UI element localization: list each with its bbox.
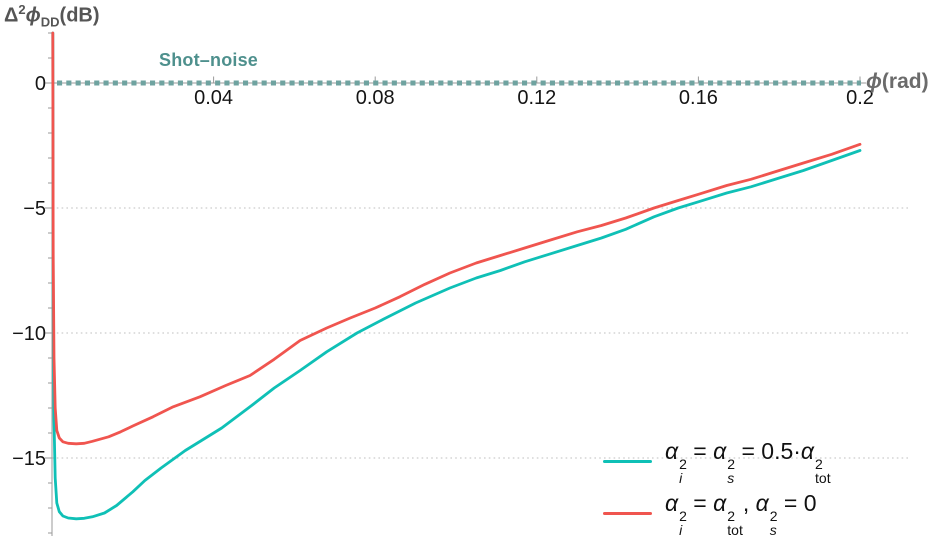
series-curve-idler-only	[51, 31, 862, 446]
svg-text:−10: −10	[12, 323, 46, 345]
shot-noise-label: Shot–noise	[159, 50, 259, 70]
gridlines	[52, 207, 908, 459]
y-axis	[45, 32, 53, 536]
svg-text:−15: −15	[12, 448, 46, 470]
y-tick-labels: 0 −5 −10 −15	[12, 73, 46, 470]
series-curves	[51, 31, 862, 521]
series-curve-balanced-split	[51, 31, 862, 521]
y-axis-label: Δ2ϕDD(dB)	[4, 2, 100, 30]
svg-text:0.16: 0.16	[679, 87, 718, 109]
svg-text:0.08: 0.08	[356, 87, 395, 109]
svg-text:−5: −5	[23, 198, 46, 220]
x-tick-labels: 0.04 0.08 0.12 0.16 0.2	[194, 87, 874, 109]
svg-text:0: 0	[35, 73, 46, 95]
svg-text:0.12: 0.12	[517, 87, 556, 109]
x-axis-label: ϕ(rad)	[866, 70, 929, 93]
svg-text:0.04: 0.04	[194, 87, 233, 109]
svg-text:0.2: 0.2	[846, 87, 874, 109]
